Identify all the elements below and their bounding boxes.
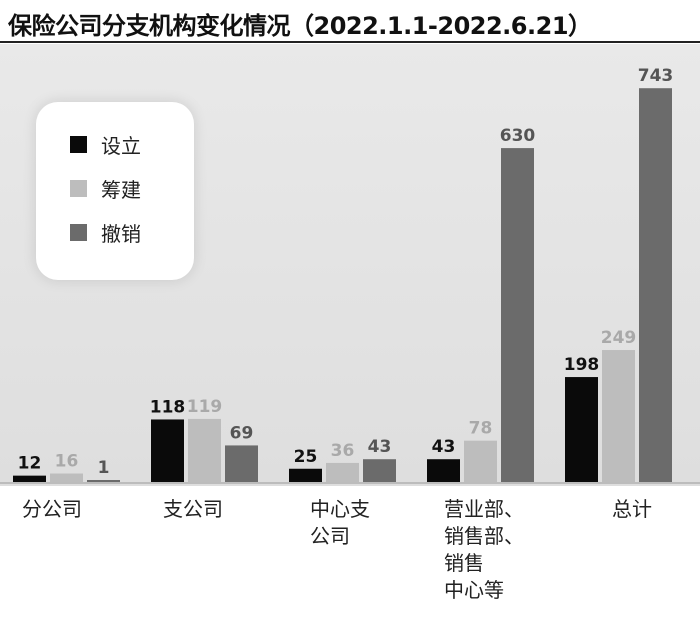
data-label-revoked-3: 630 — [500, 126, 536, 146]
legend-swatch-established — [70, 135, 87, 153]
x-label-sub-branch-company: 支公司 — [163, 497, 223, 521]
bar-revoked-2 — [363, 459, 396, 482]
bar-preparing-1 — [188, 418, 221, 482]
chart-title: 保险公司分支机构变化情况（2022.1.1-2022.6.21） — [8, 12, 592, 40]
bar-preparing-4 — [602, 350, 635, 482]
legend-swatch-revoked — [70, 223, 87, 241]
data-label-established-4: 198 — [564, 355, 600, 375]
bar-revoked-3 — [501, 148, 534, 482]
data-label-revoked-1: 69 — [230, 423, 254, 443]
bar-chart: 12 118 25 43 198 16 119 36 78 249 1 69 43 630 743 — [0, 66, 700, 484]
bar-established-4 — [565, 377, 598, 482]
x-label-sales-offices: 营业部、 销售部、 销售 中心等 — [444, 497, 524, 602]
legend-item-preparing: 筹建 — [70, 175, 141, 202]
bar-established-3 — [427, 459, 460, 482]
legend-label-revoked: 撤销 — [101, 221, 141, 246]
bar-established-0 — [13, 475, 46, 482]
data-label-revoked-0: 1 — [98, 458, 110, 478]
data-label-preparing-4: 249 — [601, 328, 637, 348]
x-label-central-sub-branch: 中心支 公司 — [310, 497, 370, 548]
data-label-revoked-2: 43 — [368, 437, 392, 457]
legend-label-preparing: 筹建 — [101, 177, 141, 202]
x-label-total: 总计 — [612, 497, 652, 521]
bar-preparing-3 — [464, 440, 497, 482]
data-label-preparing-0: 16 — [55, 452, 79, 472]
bar-established-2 — [289, 468, 322, 482]
x-label-branch-company: 分公司 — [22, 497, 82, 521]
data-label-preparing-3: 78 — [469, 419, 493, 439]
data-label-preparing-2: 36 — [331, 441, 355, 461]
bar-preparing-2 — [326, 462, 359, 482]
legend-item-revoked: 撤销 — [70, 219, 141, 246]
bar-revoked-4 — [639, 88, 672, 483]
title-divider — [0, 41, 700, 43]
legend: 设立 筹建 撤销 — [36, 102, 194, 280]
bar-established-1 — [151, 419, 184, 482]
data-label-preparing-1: 119 — [187, 397, 223, 417]
data-label-established-0: 12 — [18, 454, 42, 474]
data-label-established-1: 118 — [150, 397, 186, 417]
bar-revoked-0 — [87, 480, 120, 482]
bar-preparing-0 — [50, 473, 83, 482]
legend-label-established: 设立 — [101, 133, 141, 158]
bar-revoked-1 — [225, 445, 258, 482]
legend-swatch-preparing — [70, 179, 87, 197]
data-label-established-2: 25 — [294, 447, 318, 467]
data-label-revoked-4: 743 — [638, 66, 674, 86]
data-label-established-3: 43 — [432, 437, 456, 457]
legend-item-established: 设立 — [70, 131, 141, 158]
